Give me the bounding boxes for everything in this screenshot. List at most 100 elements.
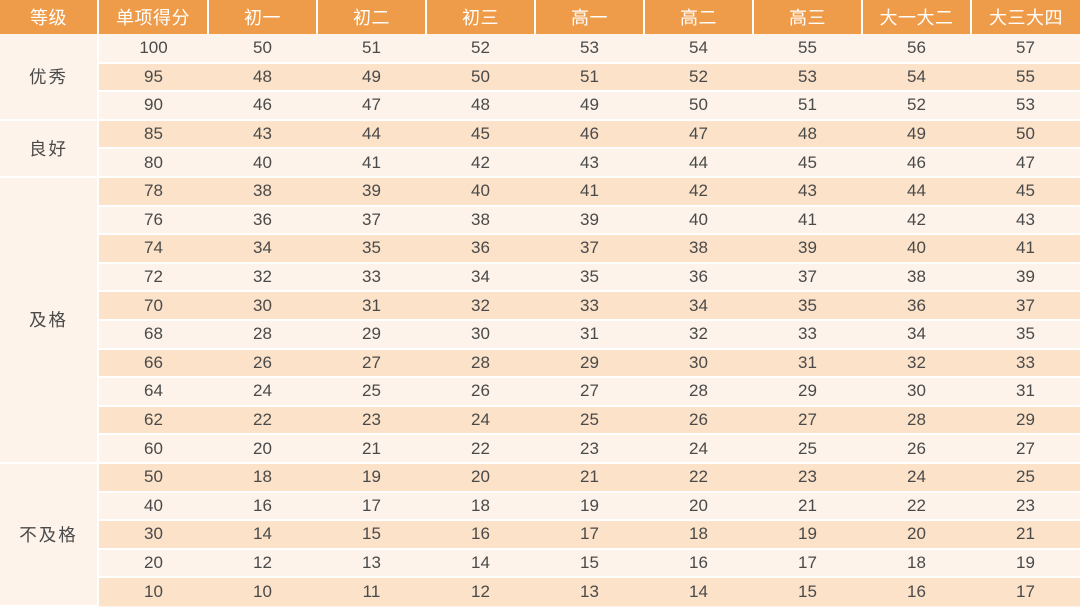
data-cell: 38: [644, 234, 753, 263]
data-cell: 38: [208, 177, 317, 206]
data-cell: 76: [98, 206, 208, 235]
data-cell: 22: [208, 406, 317, 435]
data-cell: 31: [753, 349, 862, 378]
data-cell: 38: [862, 263, 971, 292]
data-cell: 17: [753, 549, 862, 578]
table-row: 201213141516171819: [0, 549, 1080, 578]
data-cell: 22: [644, 463, 753, 492]
data-cell: 24: [862, 463, 971, 492]
data-cell: 40: [208, 148, 317, 177]
data-cell: 41: [753, 206, 862, 235]
data-cell: 57: [971, 34, 1080, 63]
data-cell: 34: [426, 263, 535, 292]
data-cell: 32: [644, 320, 753, 349]
data-cell: 31: [535, 320, 644, 349]
grade-cell: 优秀: [0, 34, 98, 120]
data-cell: 39: [971, 263, 1080, 292]
data-cell: 20: [644, 492, 753, 521]
data-cell: 19: [753, 520, 862, 549]
data-cell: 42: [426, 148, 535, 177]
data-cell: 42: [862, 206, 971, 235]
data-cell: 33: [535, 291, 644, 320]
data-cell: 36: [426, 234, 535, 263]
data-cell: 51: [535, 63, 644, 92]
data-cell: 28: [644, 377, 753, 406]
data-cell: 23: [753, 463, 862, 492]
data-cell: 35: [535, 263, 644, 292]
data-cell: 10: [98, 577, 208, 606]
data-cell: 34: [208, 234, 317, 263]
data-cell: 22: [426, 434, 535, 463]
data-cell: 21: [317, 434, 426, 463]
col-grade: 等级: [0, 0, 98, 34]
data-cell: 37: [971, 291, 1080, 320]
data-cell: 35: [753, 291, 862, 320]
data-cell: 18: [426, 492, 535, 521]
data-cell: 35: [317, 234, 426, 263]
data-cell: 21: [535, 463, 644, 492]
data-cell: 17: [317, 492, 426, 521]
data-cell: 54: [862, 63, 971, 92]
data-cell: 54: [644, 34, 753, 63]
data-cell: 15: [753, 577, 862, 606]
data-cell: 26: [426, 377, 535, 406]
data-cell: 25: [535, 406, 644, 435]
data-cell: 19: [317, 463, 426, 492]
data-cell: 47: [971, 148, 1080, 177]
table-row: 401617181920212223: [0, 492, 1080, 521]
data-cell: 48: [208, 63, 317, 92]
data-cell: 39: [535, 206, 644, 235]
data-cell: 45: [971, 177, 1080, 206]
table-row: 743435363738394041: [0, 234, 1080, 263]
data-cell: 85: [98, 120, 208, 149]
data-cell: 68: [98, 320, 208, 349]
data-cell: 49: [317, 63, 426, 92]
data-cell: 35: [971, 320, 1080, 349]
data-cell: 37: [753, 263, 862, 292]
data-cell: 43: [208, 120, 317, 149]
data-cell: 14: [208, 520, 317, 549]
data-cell: 43: [535, 148, 644, 177]
data-cell: 10: [208, 577, 317, 606]
table-row: 301415161718192021: [0, 520, 1080, 549]
data-cell: 23: [535, 434, 644, 463]
data-cell: 51: [317, 34, 426, 63]
data-cell: 50: [208, 34, 317, 63]
data-cell: 45: [753, 148, 862, 177]
data-cell: 34: [862, 320, 971, 349]
data-cell: 16: [862, 577, 971, 606]
data-cell: 28: [426, 349, 535, 378]
data-cell: 56: [862, 34, 971, 63]
data-cell: 41: [971, 234, 1080, 263]
data-cell: 50: [98, 463, 208, 492]
data-cell: 31: [317, 291, 426, 320]
data-cell: 40: [644, 206, 753, 235]
data-cell: 15: [535, 549, 644, 578]
data-cell: 62: [98, 406, 208, 435]
grade-cell: 良好: [0, 120, 98, 177]
data-cell: 43: [753, 177, 862, 206]
data-cell: 25: [753, 434, 862, 463]
data-cell: 33: [753, 320, 862, 349]
data-cell: 17: [971, 577, 1080, 606]
data-cell: 29: [535, 349, 644, 378]
data-cell: 53: [753, 63, 862, 92]
table-row: 602021222324252627: [0, 434, 1080, 463]
data-cell: 30: [98, 520, 208, 549]
data-cell: 42: [644, 177, 753, 206]
data-cell: 25: [317, 377, 426, 406]
data-cell: 55: [753, 34, 862, 63]
data-cell: 26: [208, 349, 317, 378]
data-cell: 50: [426, 63, 535, 92]
data-cell: 11: [317, 577, 426, 606]
data-cell: 20: [862, 520, 971, 549]
grade-cell: 不及格: [0, 463, 98, 606]
data-cell: 40: [862, 234, 971, 263]
table-row: 763637383940414243: [0, 206, 1080, 235]
col-senior2: 高二: [644, 0, 753, 34]
data-cell: 16: [644, 549, 753, 578]
data-cell: 25: [971, 463, 1080, 492]
data-cell: 39: [317, 177, 426, 206]
data-cell: 14: [644, 577, 753, 606]
data-cell: 53: [535, 34, 644, 63]
